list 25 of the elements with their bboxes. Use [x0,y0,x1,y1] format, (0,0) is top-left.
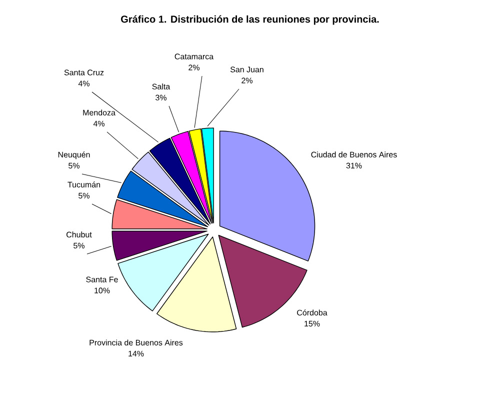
slice-label: Chubut [66,232,92,238]
data-label: 4% [93,120,104,126]
slice-label: Catamarca [174,54,214,60]
data-label: 5% [78,192,90,198]
data-label: 2% [242,78,252,84]
slice-label: Neuquén [58,152,90,160]
data-label: 14% [128,350,144,356]
slice-label: Córdoba [297,310,328,316]
data-label: 2% [188,64,200,70]
slice-label: Santa Fe [86,276,118,282]
slice-label: Mendoza [83,110,116,116]
data-label: 15% [304,320,320,326]
data-label: 5% [68,162,80,168]
slice-label: Provincia de Buenos Aires [90,340,183,346]
slice-label: Salta [152,84,170,90]
slice-label: Tucumán [68,182,100,188]
data-label: 10% [94,288,110,294]
data-label: 4% [78,80,90,86]
chart-title: Gráfico 1. Distribución de las reuniones por provincia. [121,15,379,25]
data-label: 5% [74,242,84,248]
slice-label: Ciudad de Buenos Aires [311,152,397,158]
slice-label: San Juan [230,66,264,72]
data-label: 31% [346,162,362,168]
data-label: 3% [156,94,166,100]
slice-label: Santa Cruz [64,70,104,76]
